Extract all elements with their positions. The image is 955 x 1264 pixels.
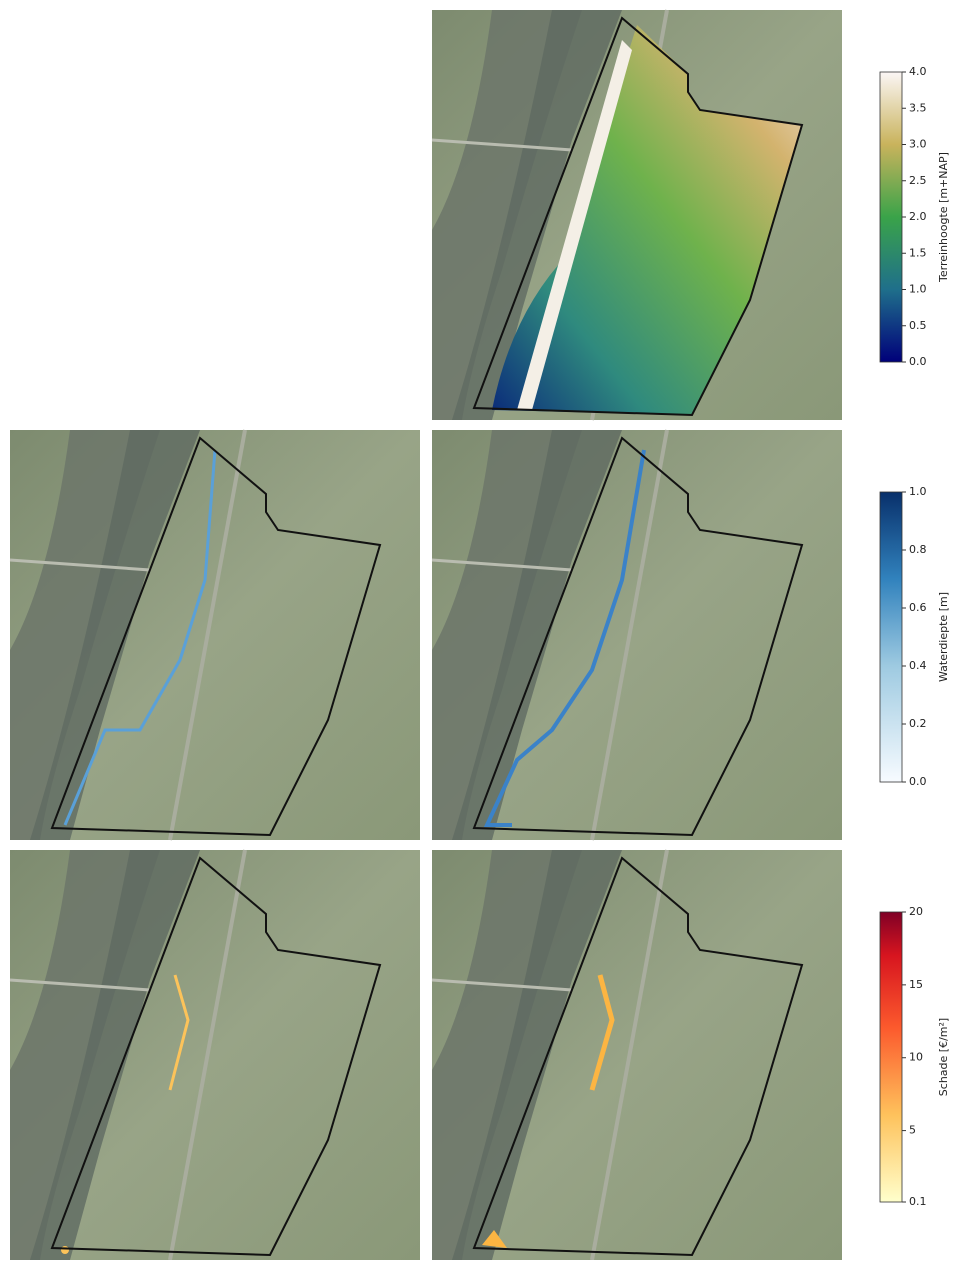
- colorbar-tick-label: 1.0: [909, 283, 927, 296]
- map-damage-2: [432, 850, 842, 1260]
- colorbar-tick-label: 3.5: [909, 101, 927, 114]
- colorbar-label: Terreinhoogte [m+NAP]: [937, 152, 950, 283]
- colorbars: 0.0 0.5 1.0 1.5 2.0 2.5 3.0 3.5 4.0 Terreinhoogte…: [880, 65, 950, 1208]
- colorbar-label: Waterdiepte [m]: [937, 592, 950, 682]
- colorbar-tick-label: 1.0: [909, 485, 927, 498]
- colorbar-tick-label: 10: [909, 1051, 923, 1064]
- colorbar-tick-label: 20: [909, 905, 923, 918]
- colorbar-tick-label: 0.4: [909, 659, 927, 672]
- colorbar-tick-label: 3.0: [909, 138, 927, 151]
- colorbar: [880, 72, 902, 362]
- colorbar-tick-label: 4.0: [909, 65, 927, 78]
- colorbar-tick-label: 0.5: [909, 319, 927, 332]
- colorbar-tick-label: 0.1: [909, 1195, 927, 1208]
- colorbar-tick-label: 5: [909, 1124, 916, 1137]
- map-depth-1: [10, 430, 420, 840]
- colorbar-label: Schade [€/m²]: [937, 1018, 950, 1096]
- colorbar-tick-label: 15: [909, 978, 923, 991]
- colorbar-tick-label: 1.5: [909, 246, 927, 259]
- colorbar-tick-label: 0.0: [909, 775, 927, 788]
- colorbar-tick-label: 2.0: [909, 210, 927, 223]
- colorbar-tick-label: 0.8: [909, 543, 927, 556]
- colorbar: [880, 492, 902, 782]
- map-depth-2: [432, 430, 842, 840]
- figure: 0.0 0.5 1.0 1.5 2.0 2.5 3.0 3.5 4.0 Terreinhoogte…: [0, 0, 955, 1260]
- colorbar-tick-label: 0.6: [909, 601, 927, 614]
- map-elevation: [432, 10, 842, 420]
- colorbar-tick-label: 2.5: [909, 174, 927, 187]
- colorbar: [880, 912, 902, 1202]
- colorbar-tick-label: 0.2: [909, 717, 927, 730]
- colorbar-tick-label: 0.0: [909, 355, 927, 368]
- map-damage-1: [10, 850, 420, 1260]
